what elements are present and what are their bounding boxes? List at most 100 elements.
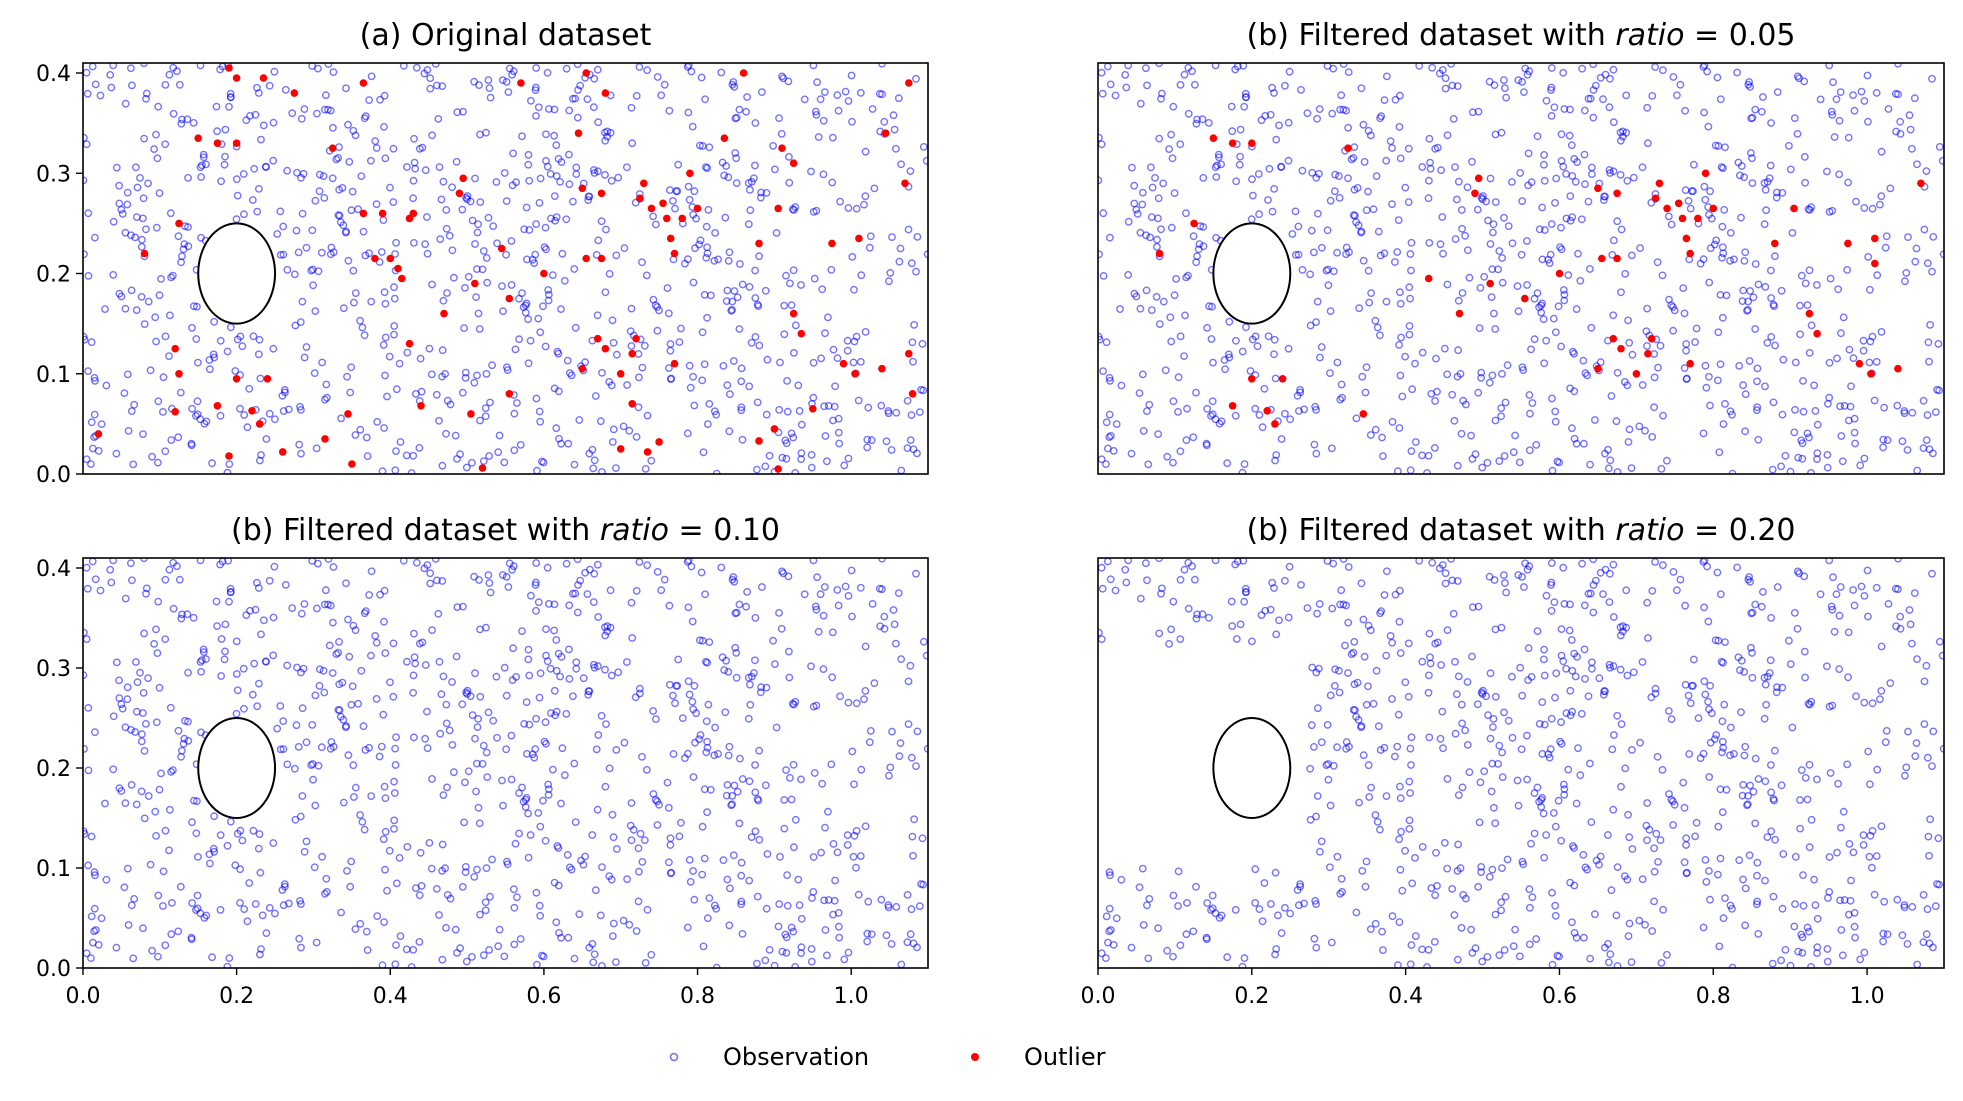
observation-point (1572, 933, 1581, 942)
observation-point (816, 95, 825, 104)
observation-point (256, 374, 265, 383)
observation-point (828, 133, 837, 142)
observation-point (1715, 942, 1724, 951)
observation-point (554, 387, 563, 396)
observation-point (699, 942, 708, 951)
observation-point (1427, 884, 1436, 892)
observation-point (1606, 456, 1615, 465)
observation-point (1653, 258, 1662, 267)
outlier-point (1486, 279, 1494, 288)
observation-point (1716, 360, 1725, 369)
observation-point (1451, 235, 1460, 244)
observation-point (409, 238, 418, 247)
observation-point (1643, 103, 1652, 112)
observation-point (674, 160, 683, 169)
observation-point (612, 464, 620, 472)
observation-point (1542, 96, 1551, 105)
outlier-point (1844, 239, 1852, 248)
outlier-point (371, 254, 379, 263)
outlier-point (1155, 249, 1164, 258)
observation-point (1669, 821, 1678, 829)
observation-point (1379, 946, 1387, 954)
observation-point (1105, 410, 1114, 419)
observation-point (216, 65, 225, 74)
observation-point (1208, 891, 1217, 900)
observation-point (907, 753, 916, 762)
observation-point (1547, 581, 1555, 589)
observation-point (1315, 664, 1323, 673)
observation-point (159, 373, 168, 382)
observation-point (499, 801, 507, 810)
observation-point (109, 63, 118, 70)
observation-point (730, 83, 739, 91)
observation-point (1805, 927, 1813, 936)
outlier-point (459, 174, 468, 183)
observation-point (1741, 921, 1750, 930)
observation-point (1476, 778, 1485, 787)
observation-point (1303, 109, 1312, 118)
observation-point (1714, 328, 1723, 337)
observation-point (1805, 266, 1814, 275)
observation-point (1355, 798, 1364, 807)
observation-point (528, 750, 537, 759)
observation-point (1480, 272, 1489, 281)
observation-point (169, 604, 178, 613)
observation-point (1751, 260, 1760, 268)
observation-point (1255, 905, 1264, 913)
observation-point (473, 228, 482, 237)
observation-point (1746, 287, 1755, 295)
observation-point (1766, 656, 1775, 665)
observation-point (575, 910, 584, 919)
observation-point (1298, 265, 1307, 274)
observation-point (1448, 390, 1457, 399)
observation-point (1868, 204, 1877, 213)
observation-point (751, 656, 759, 665)
observation-point (730, 781, 739, 790)
observation-point (409, 176, 418, 185)
observation-point (1798, 933, 1807, 942)
observation-point (1371, 425, 1380, 434)
observation-point (1828, 206, 1837, 215)
observation-point (1767, 788, 1776, 797)
observation-point (1771, 341, 1780, 350)
observation-point (200, 914, 209, 922)
observation-point (1339, 558, 1348, 563)
observation-point (1396, 299, 1405, 308)
observation-point (688, 617, 697, 626)
observation-point (544, 791, 553, 799)
observation-point (1335, 688, 1344, 697)
observation-point (570, 759, 579, 768)
observation-point (703, 743, 712, 752)
observation-point (897, 466, 906, 474)
observation-point (1353, 183, 1362, 192)
observation-point (1198, 115, 1207, 124)
observation-point (1281, 576, 1289, 585)
observation-point (309, 775, 317, 784)
observation-point (1796, 796, 1804, 804)
observation-point (83, 830, 89, 838)
observation-point (1391, 590, 1400, 599)
observation-point (383, 392, 391, 401)
observation-point (1650, 350, 1659, 358)
observation-point (1891, 89, 1900, 98)
observation-point (245, 384, 254, 393)
observation-point (1557, 625, 1566, 633)
observation-point (1786, 165, 1795, 174)
outlier-point (582, 254, 590, 263)
observation-point (1651, 689, 1660, 698)
observation-point (461, 373, 470, 382)
observation-point (1362, 363, 1371, 372)
outlier-point (770, 425, 779, 433)
observation-point (142, 89, 151, 98)
observation-point (704, 700, 713, 709)
observation-point (1586, 265, 1594, 273)
observation-point (1719, 249, 1728, 258)
observation-point (544, 780, 553, 789)
observation-point (1347, 650, 1356, 658)
observation-point (811, 602, 820, 611)
observation-point (161, 575, 170, 584)
observation-point (1893, 895, 1902, 904)
observation-point (167, 768, 176, 776)
observation-point (188, 404, 197, 413)
observation-point (1211, 63, 1220, 70)
